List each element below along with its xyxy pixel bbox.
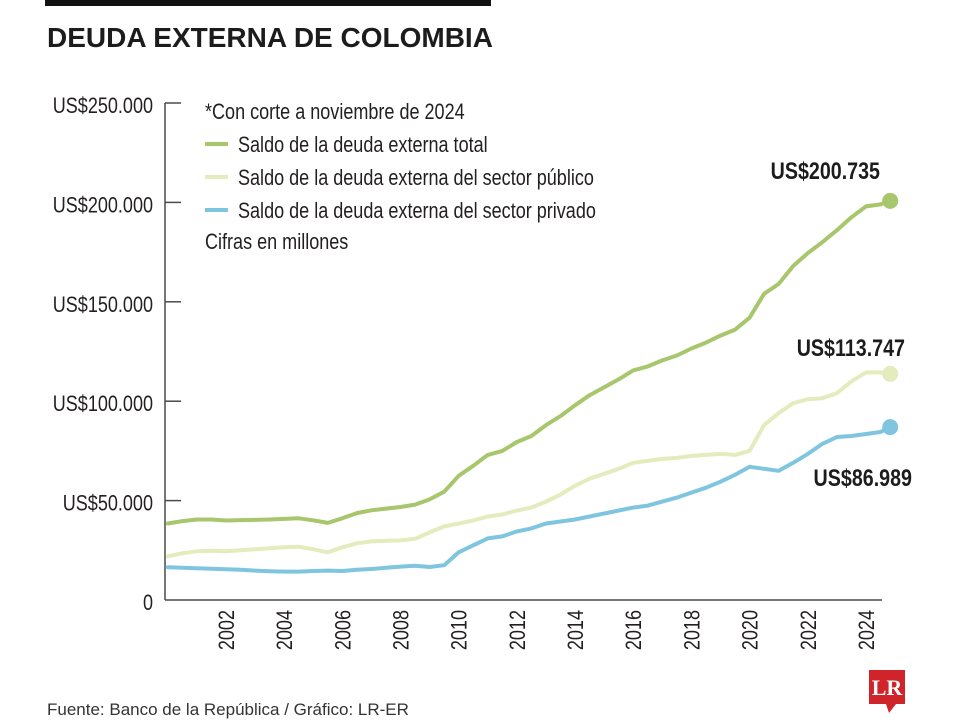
chart-title: DEUDA EXTERNA DE COLOMBIA (47, 22, 493, 53)
y-tick-label: 0 (143, 591, 153, 615)
legend-units: Cifras en millones (205, 230, 348, 254)
end-dot-privado (882, 419, 899, 436)
legend-note: *Con corte a noviembre de 2024 (205, 100, 465, 124)
x-tick-label: 2022 (797, 610, 821, 650)
logo-text: LR (872, 675, 904, 700)
y-tick-label: US$100.000 (53, 393, 153, 417)
end-dot-publico (882, 365, 899, 382)
series-line-privado (165, 425, 893, 574)
y-tick-label: US$50.000 (63, 492, 153, 516)
end-labels: US$200.735 US$113.747 US$86.989 (771, 157, 912, 491)
legend-label-publico: Saldo de la deuda externa del sector púb… (238, 166, 594, 190)
legend-label-privado: Saldo de la deuda externa del sector pri… (238, 199, 596, 223)
x-tick-label: 2016 (623, 610, 647, 650)
x-tick-label: 2024 (855, 610, 879, 650)
x-axis-ticks: 2002 2004 2006 2008 2010 2012 2014 2016 2018 2020… (215, 610, 879, 650)
end-dot-total (882, 192, 899, 209)
y-tick-label: US$200.000 (53, 194, 153, 218)
end-label-publico: US$113.747 (797, 334, 905, 361)
x-tick-label: 2010 (448, 610, 472, 650)
x-tick-label: 2004 (274, 610, 298, 650)
series-line-total (165, 198, 893, 526)
logo-badge (869, 670, 905, 713)
end-label-total: US$200.735 (771, 157, 880, 184)
x-tick-label: 2012 (506, 610, 530, 650)
x-tick-label: 2008 (390, 610, 414, 650)
legend-label-total: Saldo de la deuda externa total (238, 133, 488, 157)
series-lines (165, 198, 893, 574)
x-tick-label: 2002 (215, 610, 239, 650)
x-tick-label: 2006 (332, 610, 356, 650)
y-axis-ticks: 0 US$50.000 US$100.000 US$150.000 US$200.000… (53, 94, 181, 615)
end-label-privado: US$86.989 (814, 464, 912, 491)
series-line-publico (165, 370, 893, 559)
y-tick-label: US$250.000 (53, 94, 153, 118)
x-tick-label: 2020 (739, 610, 763, 650)
top-rule (45, 0, 491, 6)
x-tick-label: 2014 (565, 610, 589, 650)
legend: *Con corte a noviembre de 2024 Cifras en… (205, 100, 596, 254)
source-note: Fuente: Banco de la República / Gráfico:… (47, 700, 409, 719)
y-tick-label: US$150.000 (53, 293, 153, 317)
x-tick-label: 2018 (681, 610, 705, 650)
lr-logo: LR (869, 670, 905, 713)
